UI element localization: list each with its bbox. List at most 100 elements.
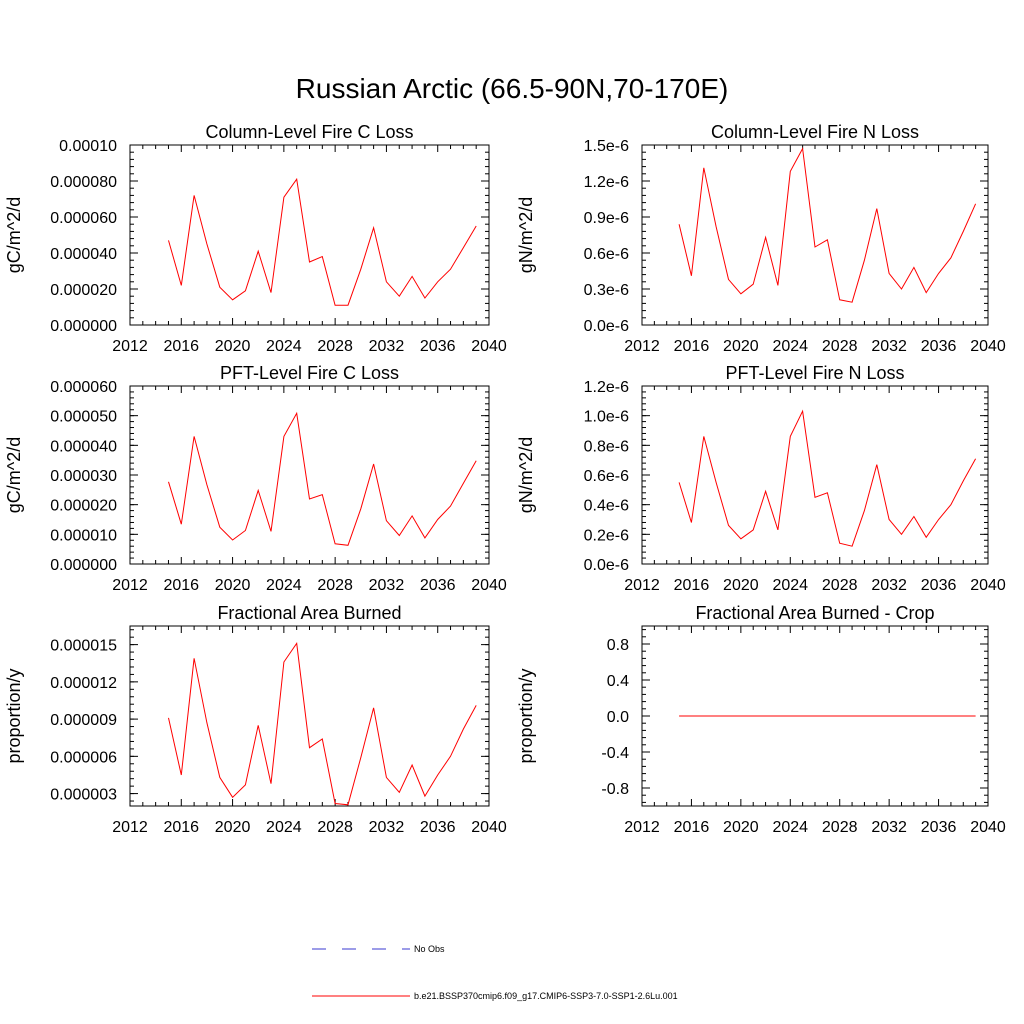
y-tick-label: 0.000040 xyxy=(50,246,117,263)
y-tick-label: 0.000003 xyxy=(50,787,117,804)
y-axis-label: gN/m^2/d xyxy=(516,437,536,513)
panel-title: Fractional Area Burned - Crop xyxy=(695,603,934,623)
series-line xyxy=(168,642,477,806)
x-tick-label: 2024 xyxy=(772,819,808,836)
y-tick-label: 0.000000 xyxy=(50,318,117,335)
chart-panel: Column-Level Fire N Loss gN/m^2/d 2012 2016… xyxy=(516,122,1006,355)
x-tick-label: 2040 xyxy=(970,338,1006,355)
x-tick-label: 2024 xyxy=(266,819,302,836)
x-tick-label: 2020 xyxy=(723,577,759,594)
x-tick-label: 2024 xyxy=(266,577,302,594)
figure-title: Russian Arctic (66.5-90N,70-170E) xyxy=(296,73,729,104)
panel-title: Column-Level Fire C Loss xyxy=(205,122,413,142)
y-tick-label: 0.0e-6 xyxy=(584,557,629,574)
x-tick-label: 2012 xyxy=(624,577,660,594)
x-tick-label: 2028 xyxy=(822,577,858,594)
y-axis-label: proportion/y xyxy=(4,668,24,763)
x-tick-label: 2024 xyxy=(266,338,302,355)
x-tick-label: 2012 xyxy=(112,338,148,355)
y-axis-label: gN/m^2/d xyxy=(516,197,536,273)
y-tick-label: 0.2e-6 xyxy=(584,527,629,544)
x-tick-label: 2016 xyxy=(163,577,199,594)
y-tick-label: 0.000015 xyxy=(50,638,117,655)
x-tick-label: 2028 xyxy=(317,338,353,355)
y-tick-label: 0.000012 xyxy=(50,675,117,692)
x-tick-label: 2012 xyxy=(112,819,148,836)
chart-panel: PFT-Level Fire N Loss gN/m^2/d 2012 2016 202… xyxy=(516,363,1006,594)
x-tick-label: 2040 xyxy=(471,338,507,355)
y-tick-label: 0.0 xyxy=(607,709,629,726)
x-tick-label: 2020 xyxy=(215,338,251,355)
x-tick-label: 2036 xyxy=(921,819,957,836)
panel-title: Column-Level Fire N Loss xyxy=(711,122,919,142)
x-tick-label: 2036 xyxy=(921,577,957,594)
series-line xyxy=(678,409,977,547)
legend: No Obs b.e21.BSSP370cmip6.f09_g17.CMIP6-… xyxy=(312,944,678,1001)
x-tick-label: 2028 xyxy=(822,338,858,355)
series-line xyxy=(678,146,977,303)
x-tick-label: 2032 xyxy=(871,577,907,594)
plot-frame xyxy=(641,385,989,565)
x-tick-label: 2012 xyxy=(112,577,148,594)
x-tick-label: 2040 xyxy=(471,819,507,836)
y-axis-label: gC/m^2/d xyxy=(4,437,24,513)
x-tick-label: 2036 xyxy=(420,338,456,355)
panel-title: PFT-Level Fire N Loss xyxy=(725,363,904,383)
y-tick-label: -0.4 xyxy=(601,745,629,762)
chart-panel: Fractional Area Burned proportion/y 2012 20… xyxy=(4,603,507,836)
x-tick-label: 2016 xyxy=(163,819,199,836)
y-tick-label: 0.000009 xyxy=(50,712,117,729)
series-line xyxy=(168,411,477,546)
x-tick-label: 2016 xyxy=(674,819,710,836)
x-tick-label: 2016 xyxy=(674,338,710,355)
chart-panel: Column-Level Fire C Loss gC/m^2/d 2012 2016… xyxy=(4,122,507,355)
legend-model-label: b.e21.BSSP370cmip6.f09_g17.CMIP6-SSP3-7.… xyxy=(414,991,678,1001)
x-tick-label: 2032 xyxy=(871,338,907,355)
x-tick-label: 2032 xyxy=(369,819,405,836)
panel-title: Fractional Area Burned xyxy=(217,603,401,623)
y-tick-label: 0.000006 xyxy=(50,749,117,766)
x-tick-label: 2032 xyxy=(369,338,405,355)
x-tick-label: 2012 xyxy=(624,819,660,836)
y-tick-label: 1.2e-6 xyxy=(584,174,629,191)
y-tick-label: 0.000060 xyxy=(50,210,117,227)
y-tick-label: 0.6e-6 xyxy=(584,468,629,485)
x-tick-label: 2024 xyxy=(772,338,808,355)
x-tick-label: 2020 xyxy=(723,819,759,836)
y-tick-label: 0.0e-6 xyxy=(584,318,629,335)
panel-title: PFT-Level Fire C Loss xyxy=(220,363,399,383)
y-tick-label: 0.4 xyxy=(607,673,629,690)
y-tick-label: 0.000010 xyxy=(50,527,117,544)
x-tick-label: 2036 xyxy=(420,819,456,836)
x-tick-label: 2016 xyxy=(163,338,199,355)
x-tick-label: 2040 xyxy=(970,819,1006,836)
panels-group: Column-Level Fire C Loss gC/m^2/d 2012 2016… xyxy=(4,122,1006,836)
chart-panel: Fractional Area Burned - Crop proportion/… xyxy=(516,603,1006,836)
x-tick-label: 2020 xyxy=(215,577,251,594)
y-axis-label: proportion/y xyxy=(516,668,536,763)
x-tick-label: 2024 xyxy=(772,577,808,594)
plot-frame xyxy=(641,144,989,326)
x-tick-label: 2032 xyxy=(369,577,405,594)
plot-frame xyxy=(129,144,490,326)
y-tick-label: 0.000040 xyxy=(50,438,117,455)
x-tick-label: 2028 xyxy=(317,819,353,836)
y-tick-label: 1.2e-6 xyxy=(584,379,629,396)
y-tick-label: 0.4e-6 xyxy=(584,498,629,515)
y-tick-label: 0.6e-6 xyxy=(584,246,629,263)
y-tick-label: 0.000060 xyxy=(50,379,117,396)
x-tick-label: 2040 xyxy=(970,577,1006,594)
y-tick-label: 0.00010 xyxy=(59,138,117,155)
plot-frame xyxy=(129,385,490,565)
x-tick-label: 2036 xyxy=(921,338,957,355)
x-tick-label: 2012 xyxy=(624,338,660,355)
x-tick-label: 2020 xyxy=(215,819,251,836)
y-tick-label: 1.5e-6 xyxy=(584,138,629,155)
legend-no-obs-label: No Obs xyxy=(414,944,445,954)
y-tick-label: 0.3e-6 xyxy=(584,282,629,299)
y-tick-label: 0.000000 xyxy=(50,557,117,574)
y-tick-label: 0.9e-6 xyxy=(584,210,629,227)
chart-panel: PFT-Level Fire C Loss gC/m^2/d 2012 2016 202… xyxy=(4,363,507,594)
y-tick-label: 0.8 xyxy=(607,637,629,654)
